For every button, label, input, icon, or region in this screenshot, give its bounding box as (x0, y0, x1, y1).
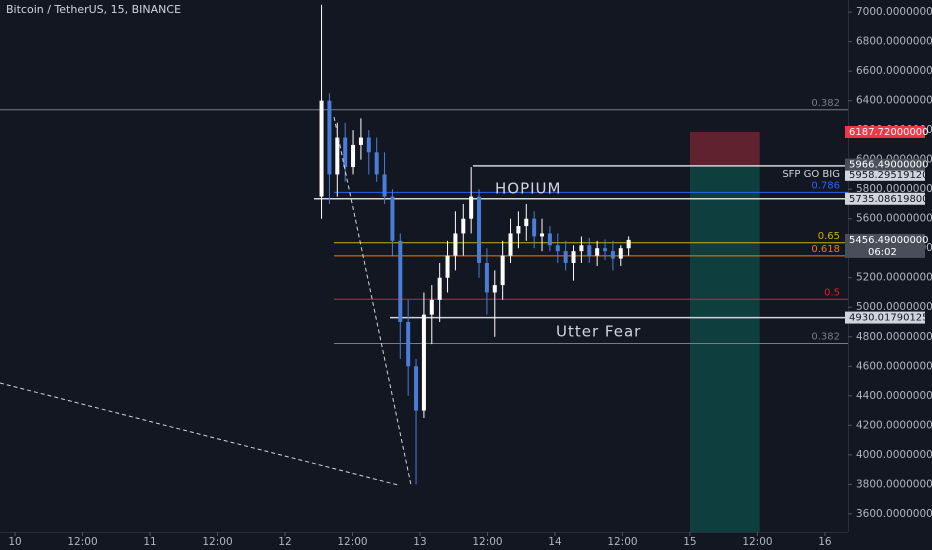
y-tick-label: 4600.00000000 (856, 360, 932, 372)
candle-body (484, 262, 489, 293)
candle-body (358, 137, 363, 145)
candle-body (587, 245, 592, 256)
candle-body (555, 245, 560, 252)
candle-body (492, 285, 497, 293)
candle-body (429, 299, 434, 315)
y-tick-label: 7000.00000000 (856, 6, 932, 18)
candle-body (524, 218, 529, 227)
candle-body (532, 218, 537, 237)
y-tick-label: 4400.00000000 (856, 390, 932, 402)
y-tick-label: 4000.00000000 (856, 449, 932, 461)
candle-body (579, 245, 584, 252)
candle-body (327, 100, 332, 175)
price-tag (845, 168, 925, 181)
target-zone (689, 165, 760, 532)
candle-body (610, 251, 615, 259)
fib-label: 0.5 (824, 287, 840, 298)
annotation: Utter Fear (556, 323, 641, 341)
candle-body (500, 255, 505, 286)
chart-title: Bitcoin / TetherUS, 15, BINANCE (6, 3, 181, 16)
candle-body (382, 174, 387, 197)
trend-line (0, 382, 399, 486)
candle-body (319, 100, 324, 197)
candle-body (335, 137, 340, 175)
x-tick-label: 12:00 (67, 536, 97, 548)
stop-tag (845, 125, 925, 138)
y-tick-label: 3600.00000000 (856, 508, 932, 520)
candle-body (374, 152, 379, 175)
candle-body (343, 137, 348, 168)
candle-body (461, 218, 466, 234)
candle-body (406, 322, 411, 367)
plot-area (0, 4, 848, 532)
candle-body (453, 233, 458, 256)
candle-body (437, 277, 442, 300)
candle-body (366, 137, 371, 153)
x-tick-label: 12:00 (742, 536, 772, 548)
last-price-label: 5456.49000000 (849, 235, 929, 246)
y-tick-label: 6400.00000000 (856, 95, 932, 107)
candle-body (508, 233, 513, 256)
candle-body (398, 240, 403, 323)
y-tick-label: 6800.00000000 (856, 36, 932, 48)
x-tick-label: 12:00 (202, 536, 232, 548)
candle-body (516, 226, 521, 234)
x-tick-label: 12:00 (472, 536, 502, 548)
y-tick-label: 4800.00000000 (856, 331, 932, 343)
annotation: SFP GO BIG (782, 169, 840, 180)
candle-body (547, 233, 552, 246)
candle-body (626, 239, 631, 249)
price-tag (845, 158, 925, 171)
countdown: 06:02 (868, 247, 897, 258)
fib-label: 0.618 (811, 244, 840, 255)
fib-label: 0.786 (811, 180, 840, 191)
y-tick-label: 4200.00000000 (856, 419, 932, 431)
x-tick-label: 12 (278, 536, 291, 548)
candle-body (421, 314, 426, 411)
price-tag-label: 5958.29519120 (849, 170, 929, 181)
candle-body (390, 196, 395, 241)
price-tag (845, 311, 925, 324)
x-tick-label: 12:00 (607, 536, 637, 548)
y-tick-label: 5200.00000000 (856, 272, 932, 284)
candle-body (540, 233, 545, 237)
candle-body (445, 255, 450, 278)
candle-body (477, 196, 482, 263)
candle-body (469, 196, 474, 219)
y-tick-label: 6600.00000000 (856, 65, 932, 77)
price-tag-label: 5966.49000000 (849, 160, 929, 171)
x-tick-label: 15 (683, 536, 696, 548)
price-tag-label: 4930.01790125 (849, 313, 929, 324)
fib-label: 0.382 (811, 98, 840, 109)
candle-body (414, 366, 419, 411)
candle-body (603, 248, 608, 252)
last-price-tag (845, 233, 925, 258)
candle-body (351, 144, 356, 168)
y-tick-label: 5600.00000000 (856, 213, 932, 225)
price-tag-label: 5735.08619800 (849, 194, 929, 205)
candle-body (571, 251, 576, 263)
candle-body (563, 251, 568, 263)
stop-tag-label: 6187.72000000 (849, 127, 929, 138)
fib-label: 0.65 (818, 231, 840, 242)
x-tick-label: 13 (413, 536, 426, 548)
x-tick-label: 14 (548, 536, 562, 548)
y-tick-label: 5800.00000000 (856, 183, 932, 195)
x-tick-label: 10 (8, 536, 21, 548)
fib-label: 0.382 (811, 332, 840, 343)
stop-zone (689, 131, 760, 166)
price-tag (845, 192, 925, 205)
x-tick-label: 12:00 (337, 536, 367, 548)
y-tick-label: 3800.00000000 (856, 478, 932, 490)
y-tick-label: 5000.00000000 (856, 301, 932, 313)
candle-body (618, 248, 623, 259)
candle-body (595, 248, 600, 256)
x-tick-label: 16 (818, 536, 832, 548)
x-tick-label: 11 (143, 536, 156, 548)
annotation: HOPIUM (495, 180, 561, 198)
